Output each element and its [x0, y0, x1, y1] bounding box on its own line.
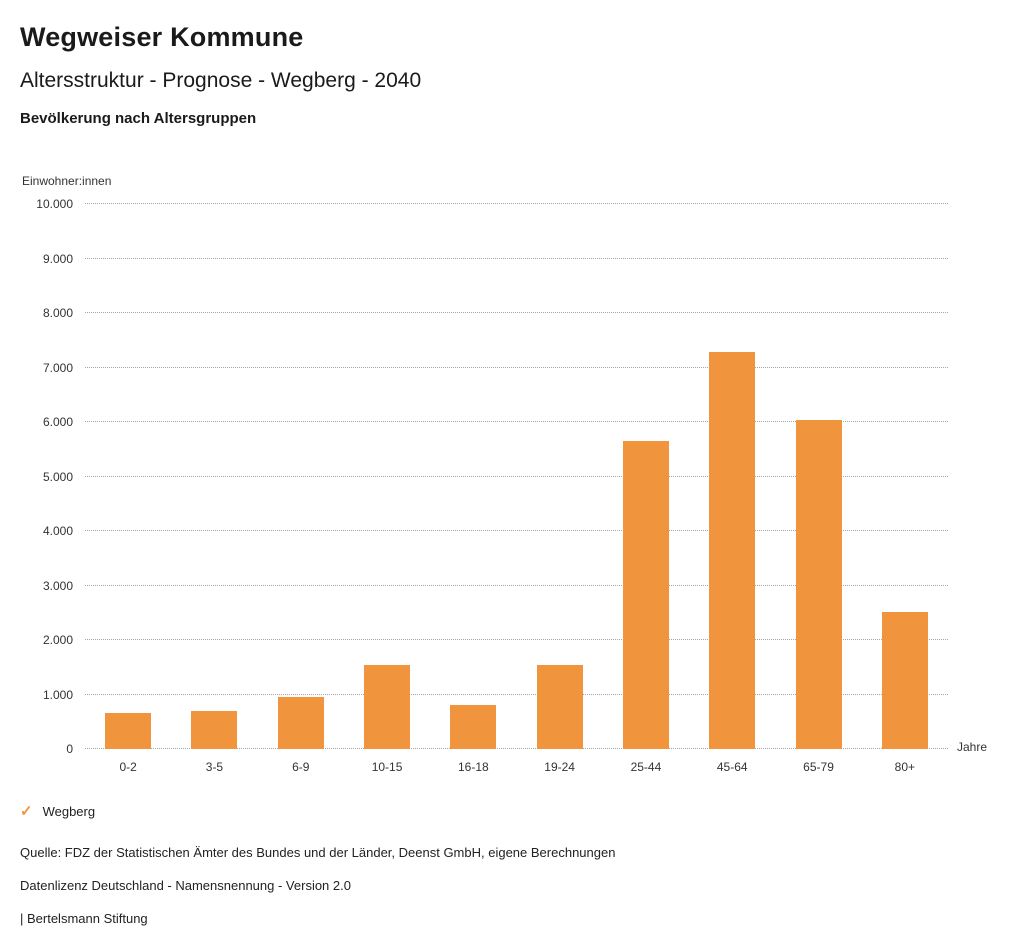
bar-65-79[interactable] — [795, 420, 842, 749]
x-axis-unit-column: Jahre — [948, 204, 1004, 754]
bar-slot — [862, 204, 948, 749]
bar-6-9[interactable] — [277, 697, 324, 749]
plot-area — [85, 203, 948, 749]
page-title: Wegweiser Kommune — [20, 22, 304, 52]
bar-slot — [85, 204, 171, 749]
gridline — [85, 257, 948, 259]
bar-chart: 0 1.000 2.000 3.000 4.000 5.000 6.000 7.000 8.00… — [20, 197, 1004, 756]
x-tick-label: 25-44 — [630, 760, 662, 774]
x-tick-label: 6-9 — [292, 760, 310, 774]
bar-25-44[interactable] — [622, 441, 669, 749]
y-tick-label: 5.000 — [42, 469, 73, 484]
x-tick-label: 19-24 — [544, 760, 575, 774]
bar-0-2[interactable] — [105, 713, 152, 749]
gridline — [85, 748, 948, 749]
gridline — [85, 421, 948, 422]
legend-check-icon[interactable]: ✓ — [20, 803, 33, 820]
x-tick-label: 45-64 — [716, 760, 748, 774]
legend: ✓ Wegberg — [20, 804, 1004, 819]
page-subtitle: Altersstruktur - Prognose - Wegberg - 20… — [20, 69, 422, 92]
gridline — [85, 584, 948, 586]
bar-slot — [171, 204, 257, 749]
bars-container — [85, 204, 948, 749]
bar-slot — [689, 204, 775, 749]
y-axis: 0 1.000 2.000 3.000 4.000 5.000 6.000 7.000 8.00… — [20, 197, 85, 756]
bar-3-5[interactable] — [191, 711, 238, 749]
y-tick-label: 7.000 — [42, 360, 73, 375]
x-tick-label: 3-5 — [205, 760, 224, 774]
bar-45-64[interactable] — [709, 352, 756, 749]
attribution-text: | Bertelsmann Stiftung — [20, 911, 148, 926]
gridline — [85, 639, 948, 640]
x-tick-label: 0-2 — [119, 760, 137, 774]
x-tick-label: 16-18 — [457, 760, 489, 774]
source-text: Quelle: FDZ der Statistischen Ämter des … — [20, 845, 616, 860]
y-tick-label: 1.000 — [42, 687, 73, 702]
legend-series-label[interactable]: Wegberg — [42, 804, 96, 819]
gridline — [85, 530, 948, 531]
gridline — [85, 203, 948, 204]
x-axis-labels: 0-2 3-5 6-9 10-15 16-18 19-24 25-44 45-64 65-79 8… — [85, 749, 948, 774]
y-tick-label: 3.000 — [42, 578, 73, 593]
chart-heading: Bevölkerung nach Altersgruppen — [20, 110, 257, 127]
y-axis-unit-label: Einwohner:innen — [22, 174, 112, 188]
gridline — [85, 693, 948, 695]
y-tick-label: 9.000 — [42, 251, 73, 266]
bar-slot — [775, 204, 861, 749]
y-tick-label: 0 — [66, 742, 73, 756]
bar-slot — [258, 204, 344, 749]
x-tick-label: 80+ — [894, 760, 915, 774]
bar-80+[interactable] — [881, 611, 928, 749]
bar-slot — [516, 204, 602, 749]
bar-slot — [603, 204, 689, 749]
bar-10-15[interactable] — [364, 664, 411, 749]
gridline — [85, 312, 948, 313]
gridline — [85, 475, 948, 477]
x-tick-label: 10-15 — [371, 760, 403, 774]
license-text: Datenlizenz Deutschland - Namensnennung … — [20, 878, 351, 893]
x-axis-unit-label: Jahre — [957, 740, 988, 754]
y-tick-label: 10.000 — [36, 197, 73, 211]
bar-16-18[interactable] — [450, 704, 497, 749]
y-tick-label: 4.000 — [42, 524, 73, 538]
bar-slot — [430, 204, 516, 749]
bar-19-24[interactable] — [536, 664, 583, 749]
bar-slot — [344, 204, 430, 749]
y-tick-label: 2.000 — [42, 633, 73, 647]
gridline — [85, 366, 948, 368]
y-tick-label: 6.000 — [42, 415, 73, 429]
y-tick-label: 8.000 — [42, 306, 73, 320]
footer: Quelle: FDZ der Statistischen Ämter des … — [20, 845, 1004, 926]
x-tick-label: 65-79 — [803, 760, 834, 774]
page: Wegweiser Kommune Altersstruktur - Progn… — [20, 22, 1004, 926]
